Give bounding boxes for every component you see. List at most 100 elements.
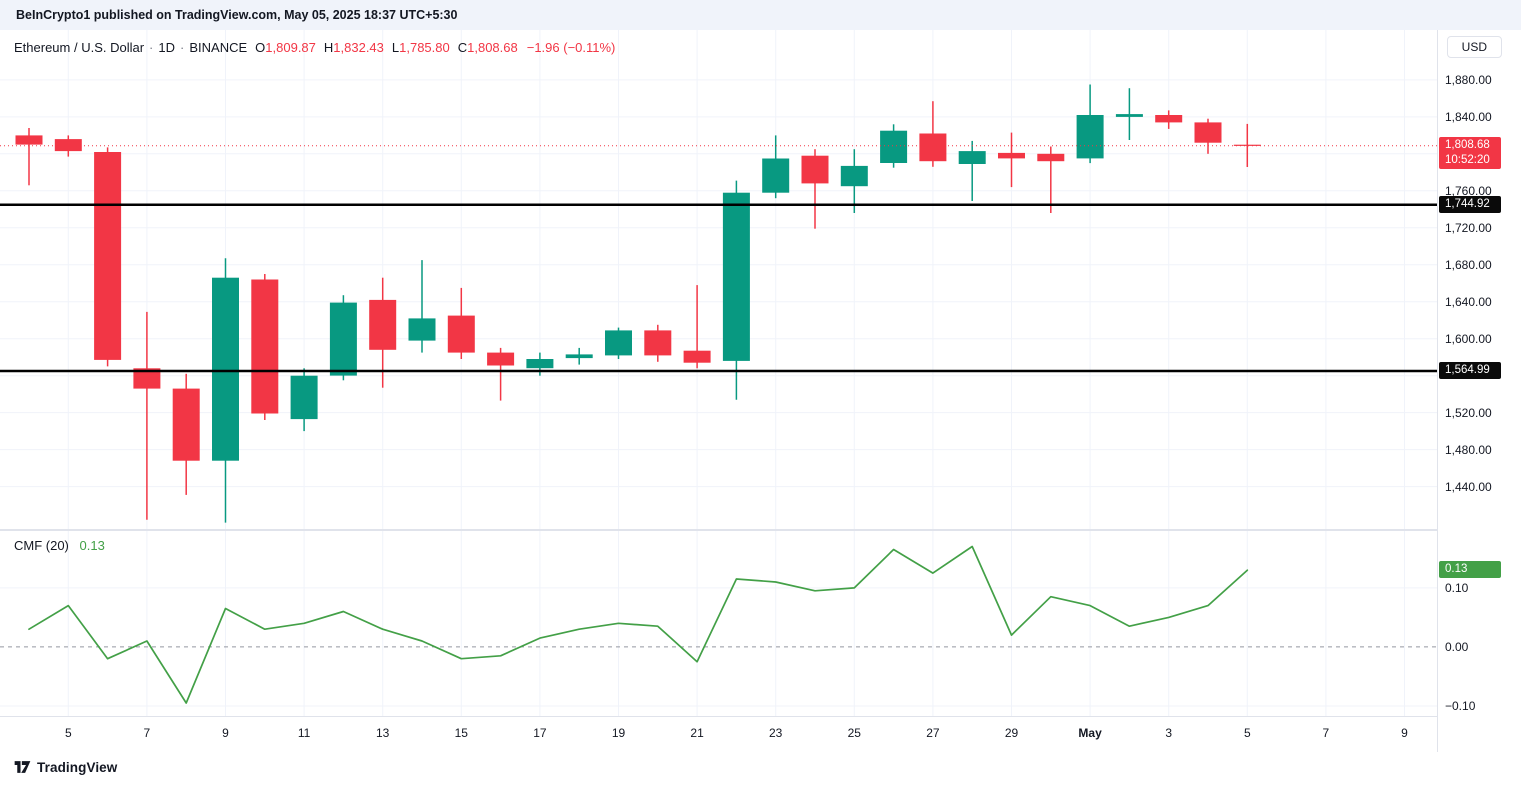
candle (762, 158, 790, 193)
time-tick-label: 27 (926, 726, 940, 740)
candle (683, 350, 711, 363)
price-tick-label: 1,600.00 (1445, 331, 1492, 346)
level-price-badge: 1,564.99 (1439, 362, 1501, 379)
indicator-value: 0.13 (79, 538, 105, 553)
candle (133, 368, 161, 389)
time-tick-label: 3 (1165, 726, 1173, 740)
level-price-badge: 1,744.92 (1439, 195, 1501, 213)
candle (801, 155, 829, 184)
interval-label[interactable]: 1D (158, 40, 176, 55)
tradingview-brand-text[interactable]: TradingView (37, 759, 118, 775)
candle (290, 375, 318, 420)
time-tick-label: May (1078, 726, 1102, 740)
last-price-badge: 1,808.68 10:52:20 (1439, 136, 1501, 169)
change-value: −1.96 (−0.11%) (526, 40, 616, 55)
candle (329, 302, 357, 376)
candle (1115, 114, 1143, 117)
cmf-value-badge: 0.13 (1439, 561, 1501, 579)
price-tick-label: 1,880.00 (1445, 72, 1492, 87)
currency-toggle-button[interactable]: USD (1446, 36, 1502, 58)
attribution-text: BeInCrypto1 published on TradingView.com… (16, 8, 458, 22)
high-value: 1,832.43 (333, 40, 384, 55)
price-pane[interactable] (0, 30, 1437, 530)
high-label: H (323, 40, 334, 55)
candle (15, 135, 43, 145)
candle (212, 277, 239, 461)
time-tick-label: 23 (769, 726, 783, 740)
time-tick-label: 7 (143, 726, 151, 740)
candle (408, 318, 436, 341)
time-tick-label: 29 (1004, 726, 1019, 740)
cmf-tick-label: 0.00 (1445, 639, 1469, 654)
cmf-indicator-pane[interactable] (0, 530, 1437, 716)
candles[interactable] (15, 84, 1261, 523)
close-field: C1,808.68 (458, 40, 518, 55)
open-label: O (255, 40, 266, 55)
time-tick-label: 9 (1401, 726, 1408, 740)
low-value: 1,785.80 (399, 40, 450, 55)
candle (565, 354, 593, 359)
candle (958, 151, 986, 164)
price-axis[interactable]: 1,880.00 1,840.00 1,760.00 1,720.00 1,680.00… (1437, 30, 1521, 752)
tradingview-logo-icon[interactable] (14, 759, 31, 775)
candle (1155, 115, 1183, 123)
price-tick-label: 1,640.00 (1445, 294, 1492, 309)
price-tick-label: 1,520.00 (1445, 405, 1492, 420)
candle (722, 192, 750, 361)
footer: TradingView (14, 759, 117, 775)
time-tick-label: 5 (1243, 726, 1251, 740)
candle (644, 330, 672, 356)
open-field: O1,809.87 (255, 40, 316, 55)
price-tick-label: 1,480.00 (1445, 442, 1492, 457)
candle (1233, 144, 1261, 146)
cmf-tick-label: −0.10 (1445, 699, 1476, 713)
time-tick-label: 13 (376, 726, 390, 740)
candle (1194, 122, 1222, 143)
time-tick-label: 21 (690, 726, 704, 740)
time-tick-label: 15 (454, 726, 468, 740)
price-tick-label: 1,720.00 (1445, 220, 1492, 235)
candlestick-chart[interactable] (0, 30, 1437, 530)
candle (840, 165, 868, 187)
indicator-name[interactable]: CMF (20) (14, 538, 69, 553)
time-tick-label: 5 (64, 726, 72, 740)
cmf-tick-label: 0.10 (1445, 580, 1469, 595)
candle (605, 330, 632, 356)
symbol-name[interactable]: Ethereum / U.S. Dollar (14, 40, 145, 55)
time-tick-label: 25 (847, 726, 861, 740)
symbol-legend[interactable]: Ethereum / U.S. Dollar · 1D · BINANCE O1… (14, 40, 615, 55)
time-tick-label: 17 (533, 726, 547, 740)
attribution-bar: BeInCrypto1 published on TradingView.com… (0, 0, 1521, 30)
candle (172, 388, 200, 461)
cmf-line (28, 545, 1249, 704)
open-value: 1,809.87 (265, 40, 316, 55)
close-value: 1,808.68 (467, 40, 518, 55)
pane-separator[interactable] (0, 529, 1521, 531)
high-field: H1,832.43 (324, 40, 384, 55)
indicator-legend[interactable]: CMF (20) 0.13 (14, 538, 105, 553)
low-label: L (391, 40, 400, 55)
legend-separator: · (180, 40, 185, 55)
time-tick-label: 19 (611, 726, 626, 740)
last-price-value: 1,808.68 (1445, 138, 1490, 151)
bar-countdown: 10:52:20 (1445, 153, 1490, 166)
time-axis[interactable]: 5 7 9 11 13 15 17 19 21 23 25 27 29 May 3 5 7 9 (0, 716, 1437, 752)
price-tick-label: 1,840.00 (1445, 109, 1492, 124)
candle (1037, 153, 1065, 162)
candle (1076, 115, 1104, 159)
candle (251, 279, 279, 414)
exchange-label[interactable]: BINANCE (189, 40, 248, 55)
price-tick-label: 1,680.00 (1445, 257, 1492, 272)
price-tick-label: 1,440.00 (1445, 479, 1492, 494)
candle (94, 152, 122, 360)
price-tick-label: 1,760.00 (1445, 183, 1492, 198)
candle (526, 359, 554, 369)
candle (369, 299, 397, 350)
candle (998, 152, 1025, 159)
close-label: C (457, 40, 468, 55)
cmf-line-chart[interactable] (0, 530, 1437, 716)
time-tick-label: 7 (1322, 726, 1330, 740)
candle (54, 139, 82, 152)
candle (487, 352, 515, 366)
